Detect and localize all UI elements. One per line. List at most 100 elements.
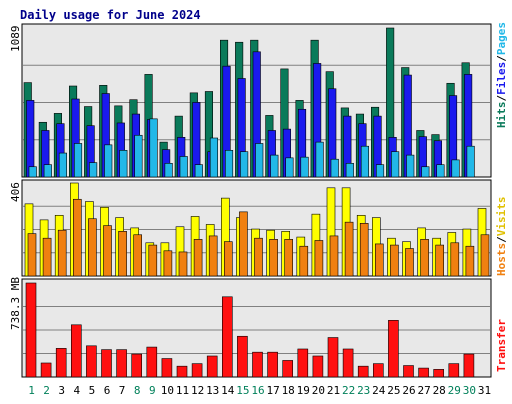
hosts-bar-day-18 bbox=[284, 239, 294, 277]
pages-bar-day-4 bbox=[74, 143, 83, 178]
transfer-bar-day-21 bbox=[327, 337, 339, 378]
day-label-19: 19 bbox=[297, 384, 310, 397]
transfer-bar-day-8 bbox=[131, 353, 142, 378]
pages-bar-day-28 bbox=[436, 164, 445, 178]
hosts-bar-day-15 bbox=[239, 211, 248, 277]
day-label-13: 13 bbox=[206, 384, 219, 397]
pages-bar-day-8 bbox=[134, 134, 143, 178]
day-label-5: 5 bbox=[89, 384, 96, 397]
hosts-bar-day-25 bbox=[390, 244, 399, 277]
pages-bar-day-11 bbox=[179, 156, 188, 178]
hosts-visits-axis-label: Hosts/Visits bbox=[495, 197, 508, 277]
hosts-bar-day-13 bbox=[208, 235, 218, 277]
transfer-bar-day-30 bbox=[463, 353, 475, 378]
pages-legend-label: Pages bbox=[495, 22, 508, 55]
pages-bar-day-16 bbox=[255, 143, 264, 178]
transfer-bar-day-7 bbox=[116, 349, 127, 378]
transfer-bar-day-28 bbox=[433, 369, 445, 378]
pages-bar-day-22 bbox=[345, 163, 354, 178]
day-label-20: 20 bbox=[312, 384, 325, 397]
day-label-22: 22 bbox=[342, 384, 355, 397]
day-label-2: 2 bbox=[43, 384, 50, 397]
day-label-24: 24 bbox=[372, 384, 386, 397]
pages-bar-day-5 bbox=[89, 162, 98, 178]
hosts-bar-day-7 bbox=[118, 231, 127, 277]
pages-bar-day-26 bbox=[406, 154, 415, 178]
day-label-4: 4 bbox=[73, 384, 80, 397]
day-label-6: 6 bbox=[104, 384, 111, 397]
day-label-23: 23 bbox=[357, 384, 370, 397]
transfer-bar-day-14 bbox=[222, 296, 233, 378]
pages-bar-day-20 bbox=[315, 141, 324, 178]
hosts-bar-day-4 bbox=[73, 198, 82, 277]
hosts-bar-day-20 bbox=[314, 240, 324, 277]
day-label-29: 29 bbox=[448, 384, 461, 397]
day-label-1: 1 bbox=[28, 384, 35, 397]
pages-bar-day-15 bbox=[240, 151, 249, 178]
files-legend-label: Files bbox=[495, 62, 508, 95]
transfer-bar-day-16 bbox=[252, 351, 263, 378]
day-label-26: 26 bbox=[402, 384, 415, 397]
hits-files-pages-axis-label: Hits/Files/Pages bbox=[495, 22, 508, 128]
transfer-bar-day-6 bbox=[101, 349, 112, 378]
pages-bar-day-18 bbox=[285, 157, 294, 178]
transfer-bar-day-24 bbox=[372, 363, 384, 378]
pages-bar-day-27 bbox=[421, 166, 430, 178]
visits-legend-label: Visits bbox=[495, 197, 508, 237]
day-label-10: 10 bbox=[161, 384, 174, 397]
hosts-bar-day-17 bbox=[269, 239, 278, 277]
day-label-28: 28 bbox=[433, 384, 446, 397]
day-label-8: 8 bbox=[134, 384, 141, 397]
transfer-panel-background bbox=[21, 278, 492, 378]
transfer-bar-day-23 bbox=[357, 365, 369, 378]
hosts-bar-day-3 bbox=[57, 229, 67, 277]
hosts-bar-day-6 bbox=[103, 225, 112, 277]
hosts-bar-day-12 bbox=[193, 239, 203, 277]
transfer-bar-day-26 bbox=[403, 365, 414, 378]
day-label-25: 25 bbox=[387, 384, 400, 397]
transfer-bar-day-4 bbox=[71, 324, 82, 378]
chart-title: Daily usage for June 2024 bbox=[20, 8, 201, 22]
hits-legend-label: Hits bbox=[495, 102, 508, 129]
hosts-bar-day-28 bbox=[435, 244, 445, 277]
transfer-bar-day-5 bbox=[86, 345, 97, 378]
hosts-bar-day-19 bbox=[299, 245, 309, 277]
hits-max-label: 1089 bbox=[9, 26, 22, 53]
hosts-legend-label: Hosts bbox=[495, 243, 508, 276]
day-label-18: 18 bbox=[282, 384, 295, 397]
hosts-bar-day-24 bbox=[374, 243, 384, 277]
pages-bar-day-17 bbox=[270, 154, 279, 178]
hosts-bar-day-1 bbox=[27, 233, 37, 277]
day-label-3: 3 bbox=[58, 384, 65, 397]
hosts-bar-day-23 bbox=[359, 223, 369, 277]
transfer-bar-day-18 bbox=[282, 360, 294, 378]
day-label-16: 16 bbox=[251, 384, 264, 397]
transfer-bar-day-25 bbox=[388, 320, 399, 378]
hosts-bar-day-8 bbox=[133, 234, 142, 277]
transfer-bar-day-15 bbox=[237, 335, 248, 378]
visits-max-label: 406 bbox=[9, 182, 22, 202]
pages-bar-day-23 bbox=[360, 145, 370, 178]
hosts-bar-day-10 bbox=[163, 250, 173, 277]
hosts-bar-day-21 bbox=[329, 235, 339, 277]
day-label-9: 9 bbox=[149, 384, 156, 397]
hosts-bar-day-22 bbox=[344, 221, 354, 277]
pages-bar-day-10 bbox=[164, 163, 173, 178]
day-label-27: 27 bbox=[417, 384, 430, 397]
pages-bar-day-7 bbox=[119, 150, 128, 178]
transfer-bar-day-19 bbox=[297, 348, 309, 378]
transfer-axis-label: Transfer bbox=[495, 319, 508, 372]
day-label-7: 7 bbox=[119, 384, 126, 397]
transfer-bar-day-10 bbox=[161, 358, 173, 378]
hosts-bar-day-9 bbox=[148, 244, 158, 277]
pages-bar-day-9 bbox=[149, 118, 158, 178]
pages-bar-day-12 bbox=[194, 164, 203, 178]
pages-bar-day-19 bbox=[300, 156, 309, 178]
pages-bar-day-6 bbox=[104, 144, 113, 178]
pages-bar-day-3 bbox=[58, 152, 68, 178]
day-label-15: 15 bbox=[236, 384, 249, 397]
day-label-21: 21 bbox=[327, 384, 340, 397]
transfer-bar-day-13 bbox=[206, 355, 218, 378]
hosts-bar-day-11 bbox=[178, 251, 188, 277]
